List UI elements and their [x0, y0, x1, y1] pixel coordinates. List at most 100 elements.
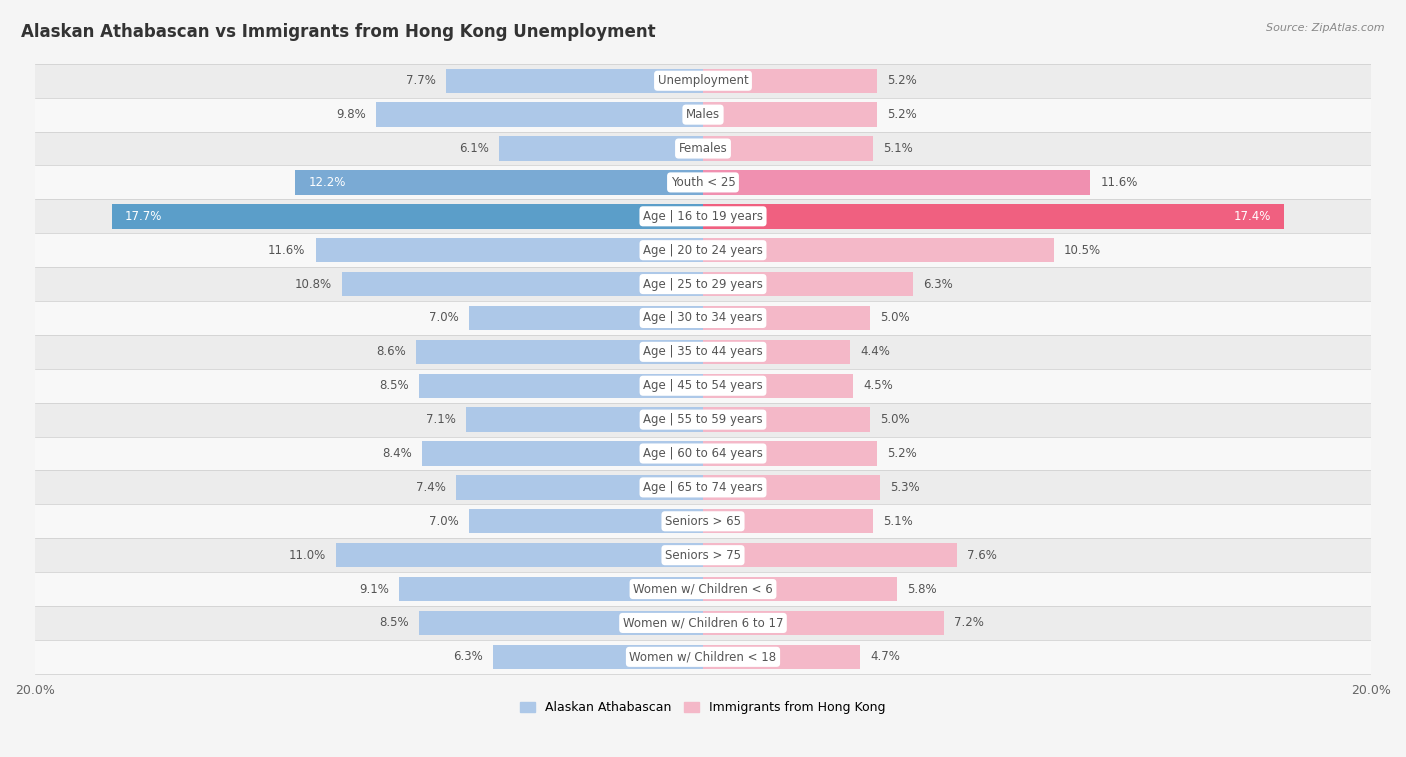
Text: Age | 55 to 59 years: Age | 55 to 59 years — [643, 413, 763, 426]
Bar — [35, 301, 1371, 335]
Text: Females: Females — [679, 142, 727, 155]
Text: 5.1%: 5.1% — [883, 515, 912, 528]
Text: 7.6%: 7.6% — [967, 549, 997, 562]
Text: Age | 20 to 24 years: Age | 20 to 24 years — [643, 244, 763, 257]
Text: 6.1%: 6.1% — [460, 142, 489, 155]
Text: 12.2%: 12.2% — [309, 176, 346, 189]
Text: 6.3%: 6.3% — [924, 278, 953, 291]
Bar — [419, 611, 703, 635]
Text: 4.5%: 4.5% — [863, 379, 893, 392]
Text: 9.1%: 9.1% — [359, 583, 389, 596]
Text: 5.2%: 5.2% — [887, 74, 917, 87]
Text: Age | 30 to 34 years: Age | 30 to 34 years — [643, 311, 763, 325]
Bar — [703, 509, 873, 534]
Text: Youth < 25: Youth < 25 — [671, 176, 735, 189]
Bar — [342, 272, 703, 296]
Text: 4.7%: 4.7% — [870, 650, 900, 663]
Bar — [35, 335, 1371, 369]
Bar — [703, 272, 914, 296]
Legend: Alaskan Athabascan, Immigrants from Hong Kong: Alaskan Athabascan, Immigrants from Hong… — [520, 701, 886, 714]
Bar — [703, 475, 880, 500]
Text: Unemployment: Unemployment — [658, 74, 748, 87]
Bar — [703, 136, 873, 160]
Text: 5.2%: 5.2% — [887, 447, 917, 460]
Text: 8.5%: 8.5% — [380, 616, 409, 630]
Bar — [703, 306, 870, 330]
Bar — [703, 102, 877, 127]
Text: 5.0%: 5.0% — [880, 311, 910, 325]
Text: Age | 35 to 44 years: Age | 35 to 44 years — [643, 345, 763, 358]
Text: 7.1%: 7.1% — [426, 413, 456, 426]
Text: 17.4%: 17.4% — [1233, 210, 1271, 223]
Bar — [703, 543, 957, 568]
Bar — [35, 267, 1371, 301]
Bar — [422, 441, 703, 466]
Text: 7.7%: 7.7% — [406, 74, 436, 87]
Text: 11.0%: 11.0% — [288, 549, 326, 562]
Bar — [35, 369, 1371, 403]
Bar — [295, 170, 703, 195]
Text: Males: Males — [686, 108, 720, 121]
Bar — [703, 611, 943, 635]
Bar — [470, 509, 703, 534]
Bar — [35, 64, 1371, 98]
Text: 5.0%: 5.0% — [880, 413, 910, 426]
Text: 5.1%: 5.1% — [883, 142, 912, 155]
Bar — [703, 373, 853, 398]
Text: Age | 60 to 64 years: Age | 60 to 64 years — [643, 447, 763, 460]
Bar — [465, 407, 703, 431]
Bar — [703, 170, 1091, 195]
Text: 7.4%: 7.4% — [416, 481, 446, 494]
Bar — [446, 69, 703, 93]
Text: Women w/ Children < 18: Women w/ Children < 18 — [630, 650, 776, 663]
Bar — [499, 136, 703, 160]
Bar — [703, 645, 860, 669]
Text: 17.7%: 17.7% — [125, 210, 163, 223]
Text: 4.4%: 4.4% — [860, 345, 890, 358]
Text: Women w/ Children 6 to 17: Women w/ Children 6 to 17 — [623, 616, 783, 630]
Bar — [703, 407, 870, 431]
Bar — [35, 504, 1371, 538]
Bar — [35, 132, 1371, 166]
Text: 8.5%: 8.5% — [380, 379, 409, 392]
Bar — [35, 572, 1371, 606]
Text: 8.4%: 8.4% — [382, 447, 412, 460]
Bar — [336, 543, 703, 568]
Bar — [315, 238, 703, 263]
Text: Women w/ Children < 6: Women w/ Children < 6 — [633, 583, 773, 596]
Bar — [399, 577, 703, 601]
Text: 9.8%: 9.8% — [336, 108, 366, 121]
Text: 5.2%: 5.2% — [887, 108, 917, 121]
Text: 6.3%: 6.3% — [453, 650, 482, 663]
Text: 5.3%: 5.3% — [890, 481, 920, 494]
Text: Seniors > 65: Seniors > 65 — [665, 515, 741, 528]
Bar — [492, 645, 703, 669]
Bar — [111, 204, 703, 229]
Bar — [703, 441, 877, 466]
Bar — [35, 98, 1371, 132]
Text: 11.6%: 11.6% — [1101, 176, 1137, 189]
Bar — [35, 470, 1371, 504]
Text: 7.0%: 7.0% — [429, 515, 460, 528]
Bar — [703, 238, 1053, 263]
Bar — [703, 204, 1284, 229]
Bar — [35, 403, 1371, 437]
Bar — [35, 437, 1371, 470]
Bar — [375, 102, 703, 127]
Text: Age | 45 to 54 years: Age | 45 to 54 years — [643, 379, 763, 392]
Bar — [419, 373, 703, 398]
Text: Seniors > 75: Seniors > 75 — [665, 549, 741, 562]
Bar — [703, 69, 877, 93]
Text: 5.8%: 5.8% — [907, 583, 936, 596]
Bar — [35, 199, 1371, 233]
Text: 8.6%: 8.6% — [375, 345, 406, 358]
Text: Age | 65 to 74 years: Age | 65 to 74 years — [643, 481, 763, 494]
Bar — [35, 233, 1371, 267]
Text: Alaskan Athabascan vs Immigrants from Hong Kong Unemployment: Alaskan Athabascan vs Immigrants from Ho… — [21, 23, 655, 41]
Bar — [35, 606, 1371, 640]
Bar — [35, 538, 1371, 572]
Bar — [703, 577, 897, 601]
Text: 10.8%: 10.8% — [295, 278, 332, 291]
Bar — [456, 475, 703, 500]
Text: Source: ZipAtlas.com: Source: ZipAtlas.com — [1267, 23, 1385, 33]
